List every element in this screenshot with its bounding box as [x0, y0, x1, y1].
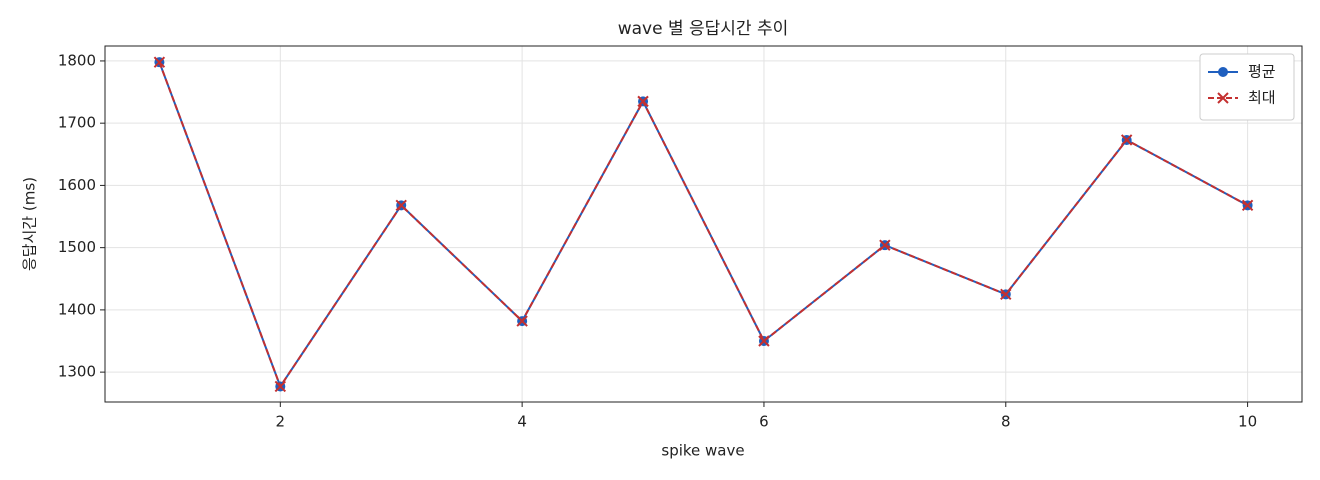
series-line: [158, 61, 1249, 389]
x-tick-label: 4: [517, 413, 527, 431]
y-tick-label: 1500: [58, 238, 96, 256]
chart-title: wave 별 응답시간 추이: [618, 19, 789, 39]
legend-box: [1199, 53, 1295, 121]
x-tick-label: 8: [1001, 413, 1011, 431]
legend-marker: [1217, 92, 1229, 104]
y-tick-label: 1300: [58, 363, 96, 381]
legend-marker: [1218, 67, 1228, 77]
marker: [758, 335, 770, 347]
marker: [1000, 288, 1012, 301]
x-axis-label: spike wave: [661, 442, 744, 460]
marker: [879, 239, 891, 251]
y-tick-label: 1700: [58, 114, 96, 132]
y-tick-label: 1400: [58, 300, 96, 318]
series-line: [158, 61, 1249, 389]
marker: [153, 56, 166, 68]
y-tick-label: 1800: [58, 51, 96, 69]
marker: [1241, 199, 1254, 212]
marker: [516, 315, 528, 327]
x-tick-label: 6: [759, 413, 769, 431]
legend-label: 최대: [1248, 89, 1276, 107]
marker: [1120, 134, 1133, 146]
marker: [637, 95, 649, 108]
plot-frame: [104, 45, 1303, 403]
x-tick-label: 2: [276, 413, 286, 431]
marker: [274, 380, 287, 393]
x-tick-label: 10: [1238, 413, 1257, 431]
y-axis-label: 응답시간 (ms): [21, 177, 39, 271]
y-tick-label: 1600: [58, 176, 96, 194]
legend-label: 평균: [1248, 63, 1276, 81]
marker: [395, 199, 407, 212]
